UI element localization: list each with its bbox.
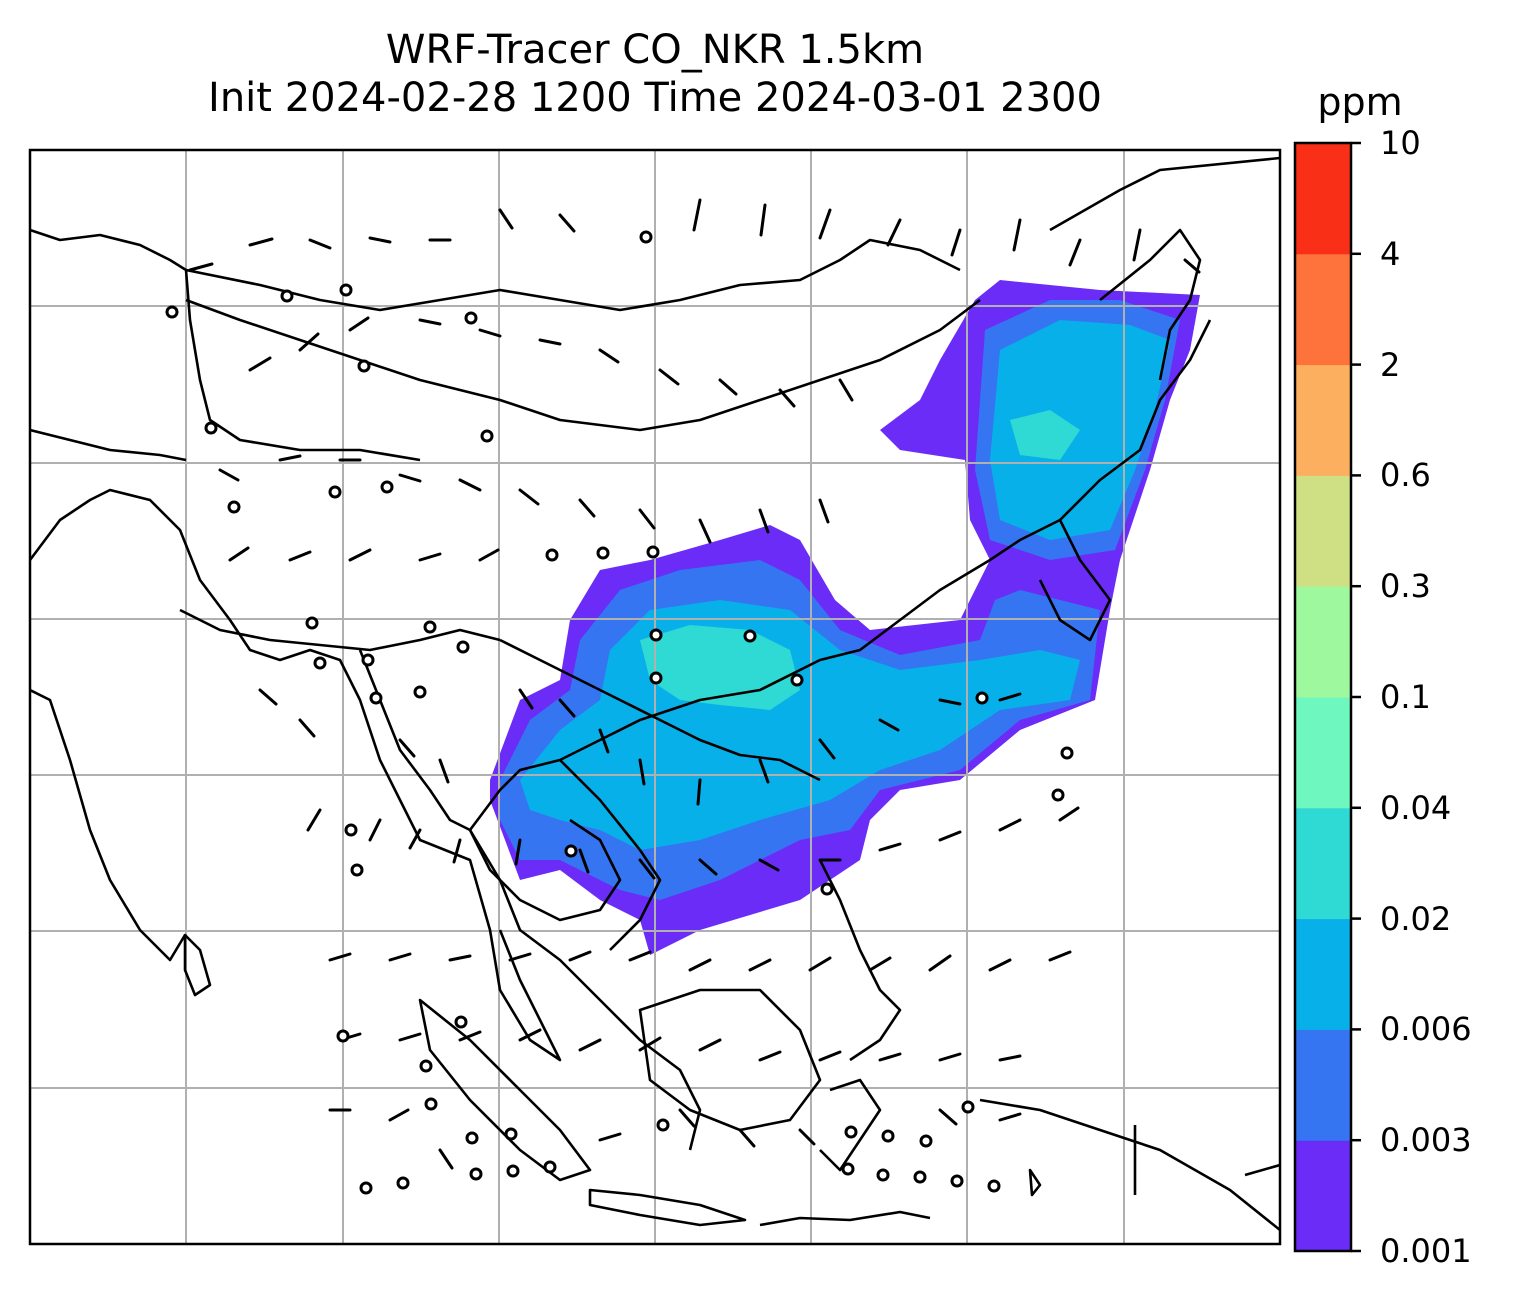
coastline-india: [30, 488, 562, 1062]
coastline-japan: [1099, 228, 1202, 381]
gridlines: [30, 150, 1280, 1244]
colorbar-tick-label: 4: [1380, 234, 1401, 273]
map-title: WRF-Tracer CO_NKR 1.5km Init 2024-02-28 …: [30, 26, 1280, 122]
colorbar-tick-label: 0.3: [1380, 567, 1431, 606]
colorbar-segment: [1295, 586, 1351, 698]
colorbar-segment: [1295, 1140, 1351, 1252]
title-line-1: WRF-Tracer CO_NKR 1.5km: [385, 27, 925, 73]
map-content: [30, 150, 1280, 1244]
wind-barbs: [188, 198, 1201, 1170]
map-frame: [28, 148, 1282, 1246]
colorbar-tick-label: 2: [1380, 345, 1401, 384]
calm-wind-markers: [165, 230, 1074, 1195]
colorbar-segment: [1295, 143, 1351, 255]
coastline-russia-north: [1049, 156, 1280, 232]
colorbar-tick-label: 0.001: [1380, 1232, 1472, 1270]
border-kazakh: [30, 428, 187, 462]
colorbar-tick-label: 0.6: [1380, 456, 1431, 495]
coastline-borneo: [638, 988, 822, 1132]
coastline-philippines: [818, 859, 902, 1062]
colorbar: [1295, 141, 1361, 1253]
colorbar-tick-label: 0.1: [1380, 678, 1431, 716]
coastline-india-west: [30, 688, 187, 962]
coastline-vietnam: [559, 759, 662, 951]
coastline-korea: [1038, 519, 1112, 642]
coastline-new-guinea: [979, 1098, 1280, 1232]
coastline-java: [588, 1188, 747, 1227]
coastlines: [30, 156, 1280, 1232]
border-png: [1133, 1125, 1280, 1195]
plume-level-3: [520, 320, 1170, 850]
colorbar-tick-label: 0.006: [1380, 1010, 1472, 1049]
coastline-indochina: [468, 829, 702, 1151]
colorbar-segment: [1295, 807, 1351, 920]
colorbar-frame: [1293, 141, 1353, 1253]
colorbar-tick-label: 0.02: [1380, 899, 1452, 938]
colorbar-tick-label: 0.003: [1380, 1121, 1472, 1160]
colorbar-unit: ppm: [1317, 80, 1403, 124]
colorbar-segment: [1295, 475, 1351, 587]
title-line-2: Init 2024-02-28 1200 Time 2024-03-01 230…: [208, 75, 1102, 121]
border-china-se: [499, 638, 821, 782]
coastline-south-china: [468, 319, 1212, 831]
border-himalaya: [179, 608, 501, 652]
coastline-sulawesi: [819, 1078, 882, 1172]
coastline-sri-lanka: [183, 933, 212, 997]
border-mongolia: [185, 238, 961, 312]
border-russia: [185, 298, 981, 432]
colorbar-segment: [1295, 1029, 1351, 1141]
colorbar-segment: [1295, 697, 1351, 809]
colorbar-segment: [1295, 364, 1351, 476]
border-china-west: [30, 228, 421, 462]
border-laos-thai: [468, 818, 622, 922]
colorbar-tick-label: 10: [1380, 124, 1421, 162]
coastline-small-islands: [759, 1168, 1042, 1227]
colorbar-segment: [1295, 918, 1351, 1030]
coastline-sumatra: [418, 998, 592, 1182]
colorbar-tick-label: 0.04: [1380, 788, 1452, 827]
colorbar-segment: [1295, 253, 1351, 366]
